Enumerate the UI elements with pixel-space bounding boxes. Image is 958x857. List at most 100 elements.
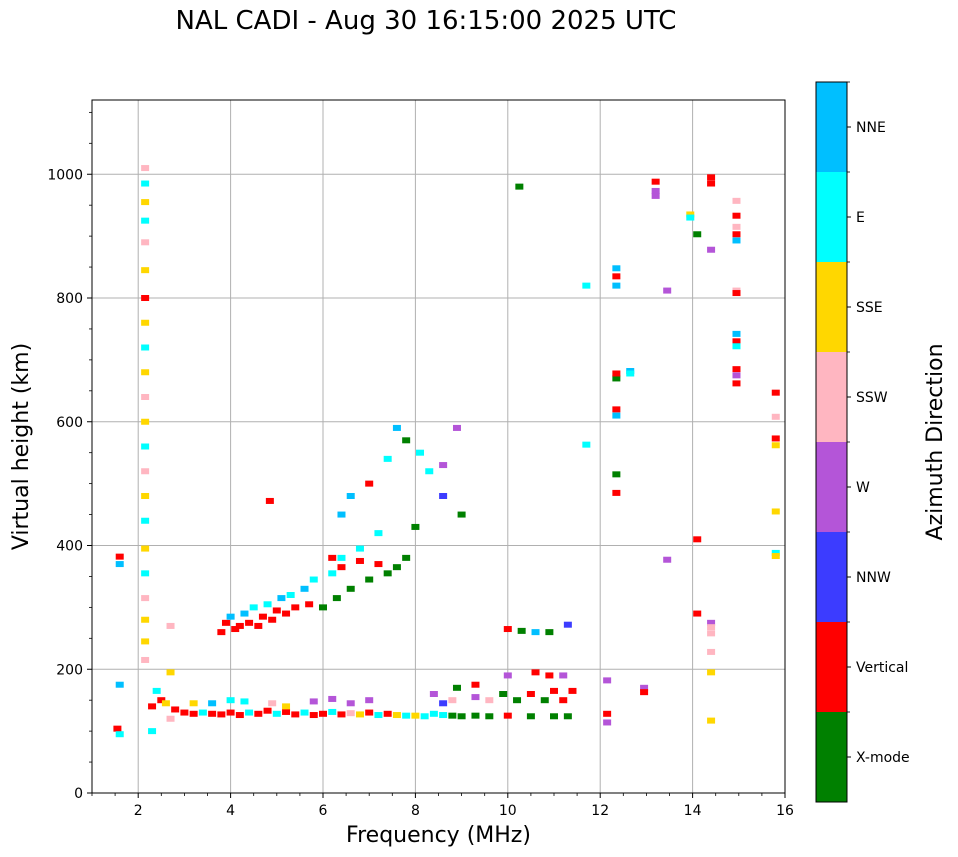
data-point <box>198 709 207 716</box>
data-point <box>503 672 512 679</box>
data-point <box>141 217 150 224</box>
data-point <box>226 697 235 704</box>
data-point <box>268 700 277 707</box>
data-point <box>457 713 466 720</box>
data-point <box>693 610 702 617</box>
data-point <box>550 713 558 720</box>
data-point <box>346 700 355 707</box>
data-point <box>612 375 621 382</box>
data-point <box>189 700 198 707</box>
data-point <box>582 282 591 289</box>
data-point <box>559 697 568 704</box>
data-point <box>141 468 150 475</box>
data-point <box>245 619 254 626</box>
data-point <box>309 698 318 705</box>
data-point <box>707 669 716 676</box>
data-point <box>651 192 660 199</box>
data-point <box>226 709 235 716</box>
x-tick-label: 14 <box>684 803 702 819</box>
y-tick-label: 600 <box>56 415 83 431</box>
x-tick-label: 6 <box>319 803 328 819</box>
data-point <box>402 554 411 561</box>
data-point <box>157 697 166 704</box>
data-point <box>115 731 124 738</box>
data-point <box>612 412 621 419</box>
data-point <box>240 698 249 705</box>
data-point <box>707 174 716 181</box>
colorbar-label: X-mode <box>856 750 910 766</box>
data-point <box>612 273 621 280</box>
colorbar-label: SSE <box>856 300 883 316</box>
data-point <box>503 626 512 633</box>
data-point <box>148 703 157 710</box>
data-point <box>693 536 702 543</box>
data-point <box>411 712 420 719</box>
data-point <box>448 712 457 719</box>
data-point <box>603 719 612 726</box>
data-point <box>439 700 448 707</box>
data-point <box>582 441 591 448</box>
x-tick-label: 2 <box>134 803 143 819</box>
data-point <box>651 187 660 194</box>
data-point <box>732 223 741 230</box>
data-point <box>771 508 780 515</box>
data-point <box>732 290 741 297</box>
colorbar-label: NNW <box>856 570 891 586</box>
data-point <box>612 282 621 289</box>
data-point <box>309 576 318 583</box>
data-point <box>319 710 327 717</box>
data-point <box>141 239 150 246</box>
data-point <box>707 246 716 253</box>
data-point <box>328 695 337 702</box>
y-axis-label: Virtual height (km) <box>9 343 34 550</box>
data-point <box>141 570 150 577</box>
data-point <box>355 545 364 552</box>
data-point <box>515 183 524 190</box>
data-point <box>383 710 392 717</box>
colorbar-segment <box>816 262 847 352</box>
data-point <box>328 570 337 577</box>
data-point <box>545 629 554 636</box>
y-tick-label: 1000 <box>47 167 83 183</box>
data-point <box>166 622 175 629</box>
data-point <box>332 595 341 602</box>
data-point <box>707 180 716 187</box>
data-point <box>263 707 272 714</box>
data-point <box>383 570 392 577</box>
data-point <box>217 629 226 636</box>
data-point <box>420 713 429 720</box>
data-point <box>337 511 346 518</box>
data-point <box>640 689 649 696</box>
data-point <box>282 703 291 710</box>
data-point <box>485 713 494 720</box>
data-point <box>374 561 383 568</box>
x-tick-label: 10 <box>499 803 517 819</box>
data-point <box>771 442 780 449</box>
data-point <box>383 455 392 462</box>
data-point <box>707 624 716 631</box>
data-point <box>231 626 240 633</box>
data-point <box>141 638 150 645</box>
data-point <box>732 237 741 244</box>
data-point <box>141 443 150 450</box>
y-tick-label: 200 <box>56 662 83 678</box>
data-point <box>429 710 438 717</box>
data-point <box>732 366 741 373</box>
data-point <box>612 471 621 478</box>
data-point <box>771 435 780 442</box>
data-point <box>141 418 150 425</box>
data-point <box>337 711 346 718</box>
x-tick-label: 16 <box>776 803 794 819</box>
x-tick-label: 8 <box>411 803 420 819</box>
colorbar-segment <box>816 172 847 262</box>
data-point <box>471 681 480 688</box>
data-point <box>732 212 741 219</box>
colorbar-segment <box>816 622 847 712</box>
data-point <box>545 672 554 679</box>
data-point <box>439 493 448 499</box>
data-point <box>517 627 526 634</box>
data-point <box>328 708 337 715</box>
data-point <box>563 713 572 720</box>
data-point <box>411 523 420 530</box>
